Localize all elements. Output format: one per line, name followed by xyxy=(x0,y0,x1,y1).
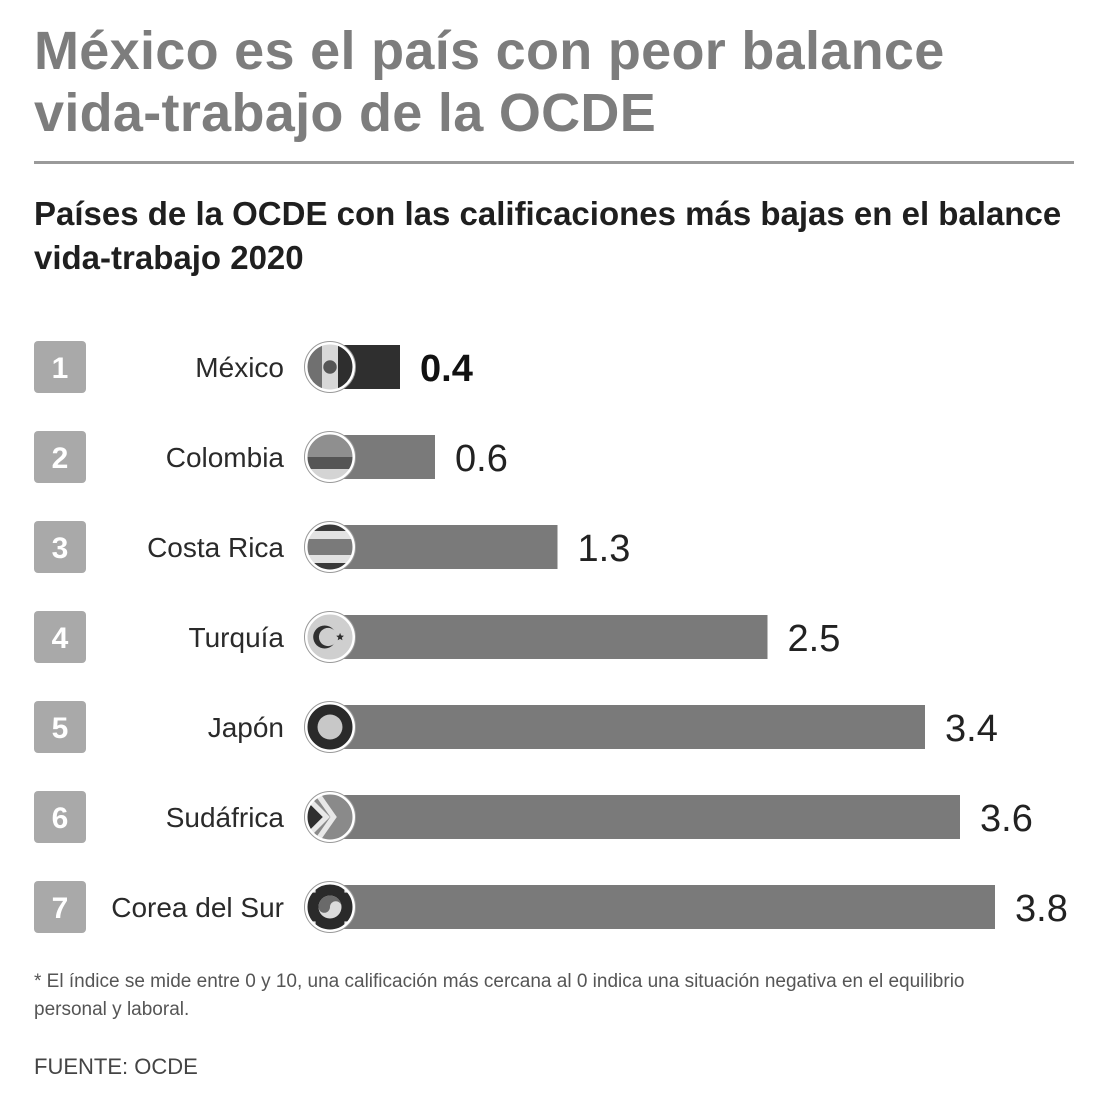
title-divider xyxy=(34,161,1074,164)
bar xyxy=(330,795,960,839)
data-label: 1.3 xyxy=(578,528,631,570)
category-label: Colombia xyxy=(166,442,285,473)
bar xyxy=(330,615,768,659)
category-label: Turquía xyxy=(189,622,285,653)
rank-number: 4 xyxy=(52,622,69,655)
data-label: 0.4 xyxy=(420,348,473,390)
bar xyxy=(330,705,925,749)
bar-row-corea-del-sur: 7 Corea del Sur 3.8 xyxy=(34,881,1068,933)
rank-badge xyxy=(34,881,86,933)
bar xyxy=(330,885,995,929)
footnote: * El índice se mide entre 0 y 10, una ca… xyxy=(34,971,965,1020)
source-note: FUENTE: OCDE xyxy=(34,1054,198,1079)
rank-badge xyxy=(34,341,86,393)
data-label: 3.8 xyxy=(1015,888,1068,930)
chart-subtitle: Países de la OCDE con las calificaciones… xyxy=(34,195,1062,276)
south-korea-flag-icon xyxy=(304,881,356,933)
rank-badge xyxy=(34,611,86,663)
costa-rica-flag-icon xyxy=(304,521,356,573)
bar-row-turquia: 4 Turquía 2.5 xyxy=(34,611,840,663)
page-title: México es el país con peor balance vida-… xyxy=(34,21,945,143)
data-label: 2.5 xyxy=(788,618,841,660)
category-label: Japón xyxy=(208,712,284,743)
bar-row-mexico: 1 México 0.4 xyxy=(34,341,473,393)
bar-chart: 1 México 0.4 2 Colombia 0.6 3 Costa Rica 1.3 4 Tur… xyxy=(34,341,1068,933)
bar-row-japon: 5 Japón 3.4 xyxy=(34,701,998,753)
bar-row-colombia: 2 Colombia 0.6 xyxy=(34,431,508,483)
data-label: 0.6 xyxy=(455,438,508,480)
category-label: México xyxy=(195,352,284,383)
rank-number: 1 xyxy=(52,352,69,385)
rank-badge xyxy=(34,521,86,573)
rank-number: 7 xyxy=(52,892,69,925)
bar-row-sudafrica: 6 Sudáfrica 3.6 xyxy=(34,791,1033,843)
colombia-flag-icon xyxy=(304,431,356,483)
turkey-flag-icon xyxy=(304,611,356,663)
rank-number: 5 xyxy=(52,712,69,745)
category-label: Sudáfrica xyxy=(166,802,285,833)
japan-flag-icon xyxy=(304,701,356,753)
data-label: 3.6 xyxy=(980,798,1033,840)
rank-badge xyxy=(34,791,86,843)
data-label: 3.4 xyxy=(945,708,998,750)
south-africa-flag-icon xyxy=(304,791,356,843)
rank-badge xyxy=(34,701,86,753)
category-label: Corea del Sur xyxy=(111,892,284,923)
bar xyxy=(330,525,558,569)
mexico-flag-icon xyxy=(304,341,356,393)
rank-badge xyxy=(34,431,86,483)
rank-number: 6 xyxy=(52,802,69,835)
rank-number: 3 xyxy=(52,532,69,565)
rank-number: 2 xyxy=(52,442,69,475)
bar-row-costa-rica: 3 Costa Rica 1.3 xyxy=(34,521,630,573)
category-label: Costa Rica xyxy=(147,532,284,563)
